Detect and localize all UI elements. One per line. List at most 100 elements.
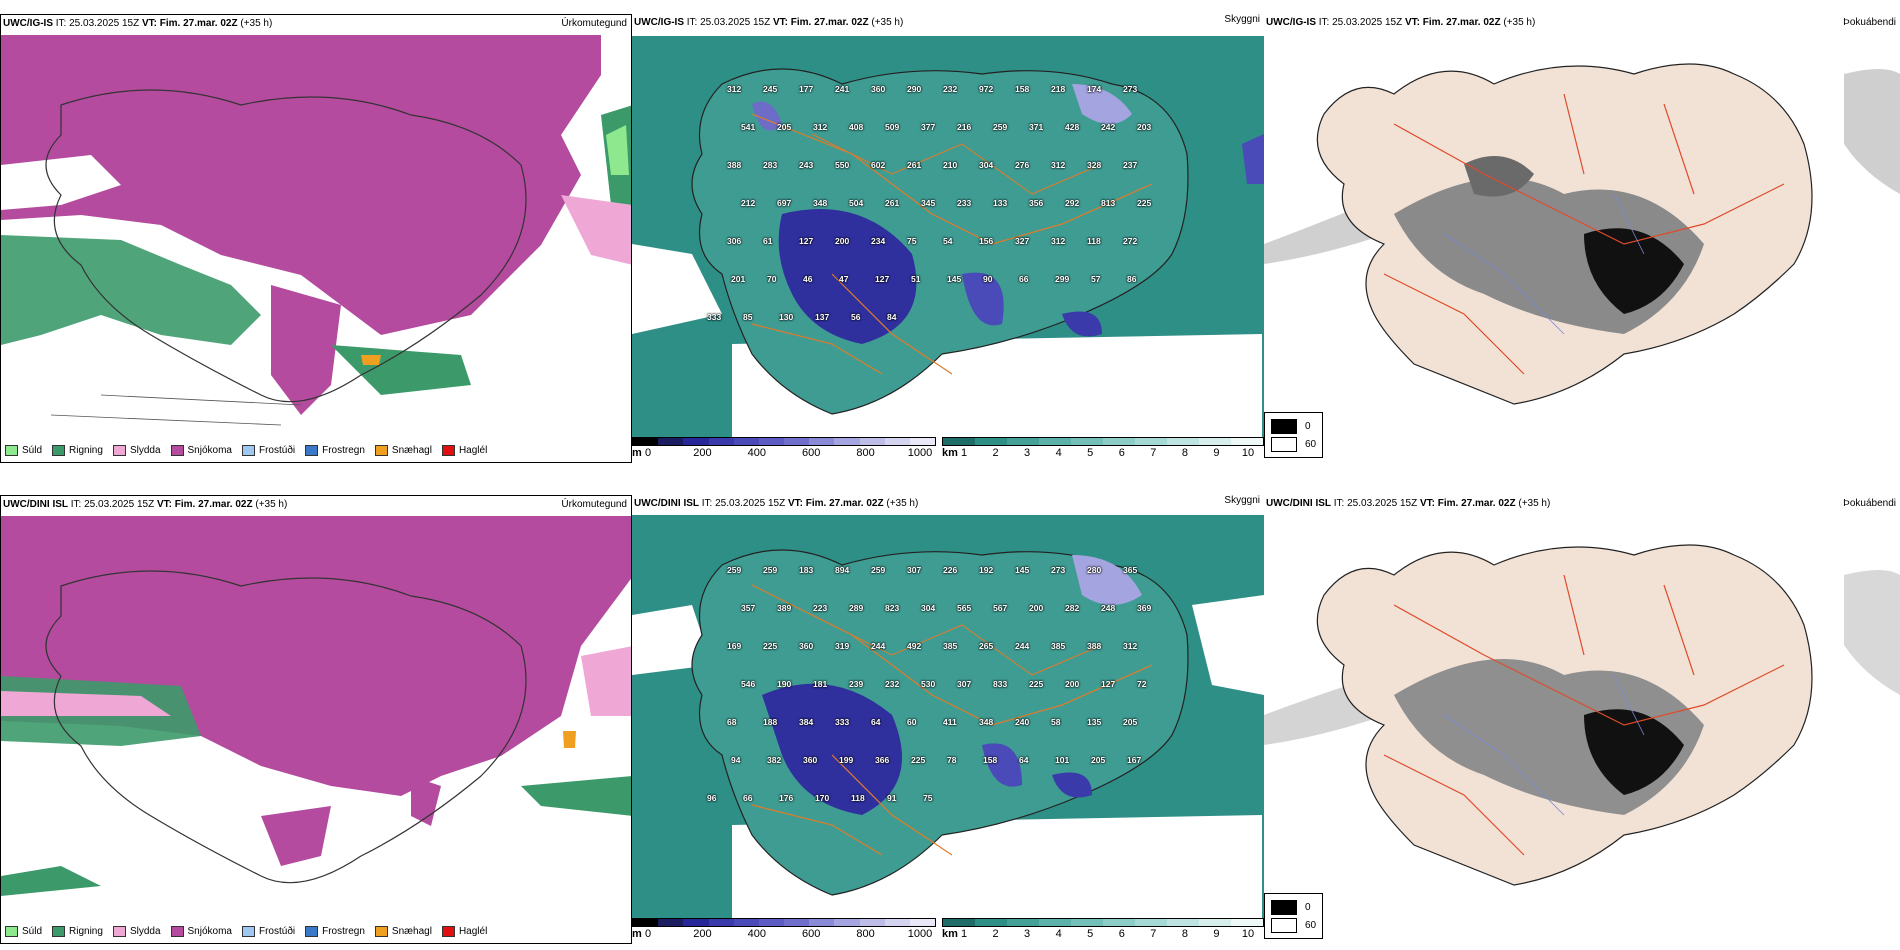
colorbar-tick: 10 — [1241, 447, 1255, 459]
precip-legend-item: Frostúði — [241, 445, 296, 456]
ceiling-label: 348 — [979, 717, 994, 727]
legend-swatch — [52, 445, 66, 456]
ceiling-label: 84 — [887, 312, 897, 322]
ceiling-label: 371 — [1029, 122, 1044, 132]
visibility-title: Skyggni — [1224, 14, 1260, 25]
colorbar-segment — [859, 919, 885, 926]
vt-value: Fim. 27.mar. 02Z — [1422, 17, 1501, 28]
ceiling-label: 130 — [779, 312, 794, 322]
colorbar-segment — [1007, 438, 1039, 445]
ceiling-label: 276 — [1015, 160, 1030, 170]
ceiling-label: 312 — [813, 122, 828, 132]
precip-legend-item: Snjókoma — [170, 926, 232, 937]
ceiling-label: 813 — [1101, 198, 1116, 208]
ceiling-label: 94 — [731, 755, 741, 765]
ceiling-label: 382 — [767, 755, 782, 765]
fog-swatch-60 — [1271, 436, 1297, 452]
ceiling-label: 200 — [835, 236, 850, 246]
fog-swatch-0 — [1271, 418, 1297, 434]
visibility-map-top: UWC/IG-IS IT: 25.03.2025 15Z VT: Fim. 27… — [632, 14, 1264, 463]
vt-label: VT: — [141, 18, 157, 29]
precip-map-graphic — [1, 496, 631, 943]
ceiling-label: 101 — [1055, 755, 1070, 765]
ceiling-label: 96 — [707, 793, 717, 803]
ceiling-label: 200 — [1065, 679, 1080, 689]
colorbar-tick: 3 — [1024, 928, 1031, 940]
colorbar-segment — [834, 919, 860, 926]
legend-swatch — [170, 445, 184, 456]
colorbar-segment — [1135, 438, 1167, 445]
ceiling-label: 282 — [1065, 603, 1080, 613]
legend-swatch — [305, 926, 319, 937]
ceiling-label: 833 — [993, 679, 1008, 689]
precip-legend-bottom: Súld Rigning Slydda Snjókoma Frostúði Frostre… — [5, 926, 487, 937]
ceiling-label: 183 — [799, 565, 814, 575]
legend-label: Frostúði — [258, 926, 296, 937]
ceiling-label: 158 — [983, 755, 998, 765]
ceiling-label: 972 — [979, 84, 994, 94]
visibility-map-graphic — [632, 36, 1264, 446]
ceiling-label: 541 — [741, 122, 756, 132]
ceiling-label: 312 — [1123, 641, 1138, 651]
ceiling-label: 357 — [741, 603, 756, 613]
colorbar-segment — [784, 438, 810, 445]
ceiling-label: 360 — [799, 641, 814, 651]
ceiling-label: 47 — [839, 274, 849, 284]
legend-swatch — [374, 926, 388, 937]
colorbar-tick: 0 — [644, 928, 652, 940]
ceiling-label: 234 — [871, 236, 886, 246]
fog-swatch-0 — [1271, 899, 1297, 915]
visibility-header-bottom: UWC/DINI ISL IT: 25.03.2025 15Z VT: Fim.… — [632, 495, 1264, 512]
colorbar-tick: 800 — [856, 928, 875, 940]
ceiling-label: 127 — [799, 236, 814, 246]
ceiling-label: 226 — [943, 565, 958, 575]
ceiling-label: 244 — [1015, 641, 1030, 651]
ceiling-label: 70 — [767, 274, 777, 284]
colorbar-tick: 0 — [644, 447, 652, 459]
ceiling-label: 188 — [763, 717, 778, 727]
ceiling-label: 225 — [1029, 679, 1044, 689]
it-value: 25.03.2025 15Z — [84, 499, 155, 510]
colorbar-segment — [658, 919, 684, 926]
ceiling-label: 894 — [835, 565, 850, 575]
ceiling-label: 273 — [1051, 565, 1066, 575]
ceiling-label: 265 — [979, 641, 994, 651]
ceiling-label: 345 — [921, 198, 936, 208]
colorbar-unit: km — [942, 447, 958, 459]
colorbar-tick: 8 — [1181, 928, 1188, 940]
ceiling-label: 66 — [1019, 274, 1029, 284]
colorbar-tick: 600 — [802, 928, 821, 940]
visibility-map-graphic — [632, 515, 1264, 927]
ceiling-label: 240 — [1015, 717, 1030, 727]
colorbar-segment — [943, 438, 975, 445]
vt-value: Fim. 27.mar. 02Z — [790, 17, 869, 28]
ceiling-colorbar-bottom: m 0 200 400 600 800 1000 — [632, 918, 936, 941]
colorbar-segment — [1231, 919, 1263, 926]
ceiling-label: 261 — [885, 198, 900, 208]
legend-label: Súld — [22, 445, 43, 456]
legend-swatch — [441, 445, 455, 456]
fog-map-graphic — [1264, 34, 1900, 454]
ceiling-label: 289 — [849, 603, 864, 613]
precip-legend-item: Rigning — [52, 445, 103, 456]
vt-label: VT: — [156, 499, 172, 510]
ceiling-label: 127 — [875, 274, 890, 284]
legend-label: Frostúði — [258, 445, 296, 456]
legend-swatch — [374, 445, 388, 456]
ceiling-label: 312 — [1051, 160, 1066, 170]
ceiling-label: 177 — [799, 84, 814, 94]
colorbar-segment — [1039, 919, 1071, 926]
ceiling-label: 292 — [1065, 198, 1080, 208]
colorbar-tick: 1 — [960, 928, 968, 940]
it-value: 25.03.2025 15Z — [1332, 17, 1403, 28]
ceiling-label: 64 — [871, 717, 881, 727]
colorbar-segment — [909, 438, 936, 445]
ceiling-label: 530 — [921, 679, 936, 689]
ceiling-label: 290 — [907, 84, 922, 94]
legend-swatch — [241, 926, 255, 937]
ceiling-label: 203 — [1137, 122, 1152, 132]
visibility-header-top: UWC/IG-IS IT: 25.03.2025 15Z VT: Fim. 27… — [632, 14, 1264, 31]
ceiling-label: 181 — [813, 679, 828, 689]
colorbar-tick: 4 — [1055, 928, 1062, 940]
colorbar-tick: 400 — [747, 447, 766, 459]
